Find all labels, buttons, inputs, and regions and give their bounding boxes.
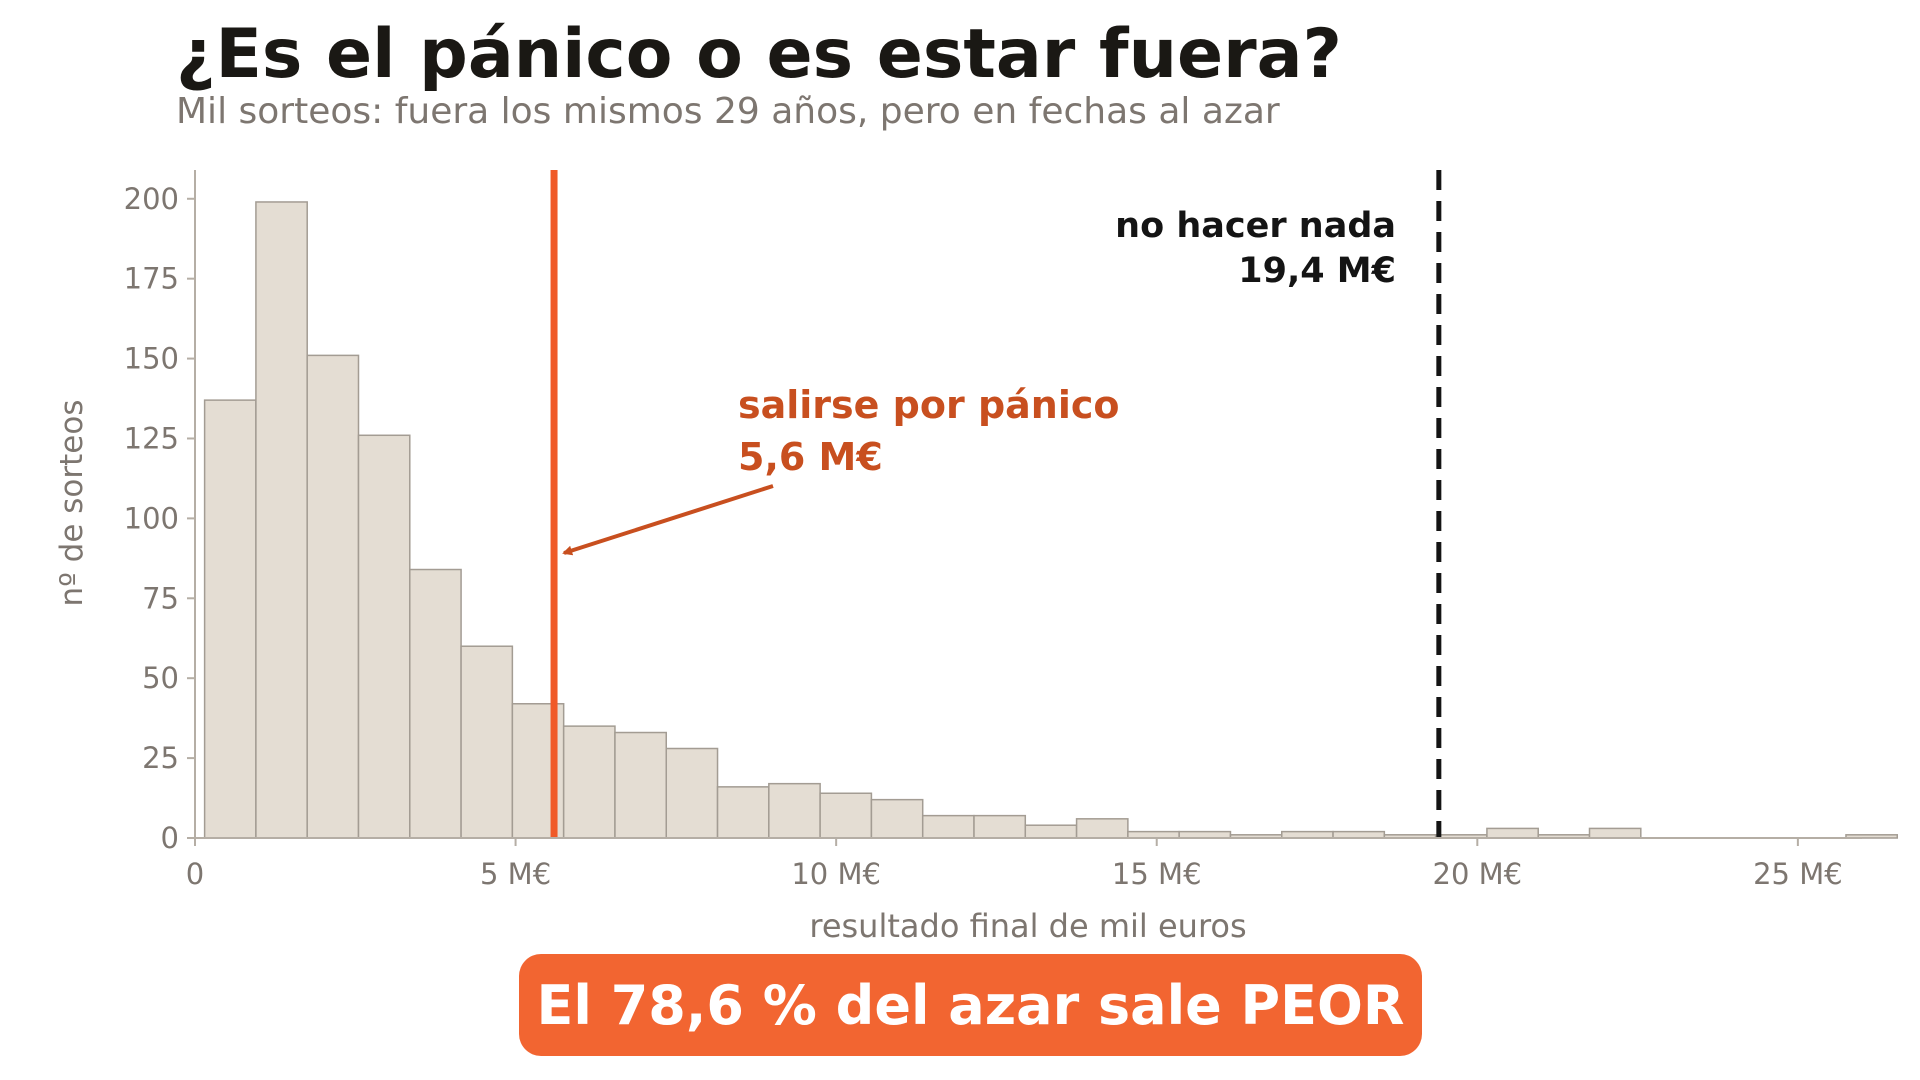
histogram-bar xyxy=(973,814,1027,839)
chart-title: ¿Es el pánico o es estar fuera? xyxy=(176,15,1342,94)
no-action-value: 19,4 M€ xyxy=(1238,251,1396,291)
panic-label: salirse por pánico xyxy=(738,383,1120,427)
y-tick-label: 150 xyxy=(124,342,179,376)
x-tick-label: 25 M€ xyxy=(1753,857,1843,891)
y-axis-label: nº de sorteos xyxy=(54,400,90,607)
x-tick-label: 0 xyxy=(186,857,204,891)
histogram-bar xyxy=(1486,827,1539,839)
histogram-bar xyxy=(665,747,719,839)
histogram-bar xyxy=(1845,834,1899,839)
histogram-bar xyxy=(614,731,667,839)
histogram-bar xyxy=(921,814,975,839)
y-tick-label: 200 xyxy=(124,182,179,216)
y-tick-label: 125 xyxy=(124,421,179,455)
histogram-bar xyxy=(460,645,514,839)
no-action-label: no hacer nada xyxy=(1115,206,1396,246)
x-axis-label: resultado final de mil euros xyxy=(809,907,1246,945)
histogram-bar xyxy=(1588,827,1642,839)
y-tick-label: 0 xyxy=(161,821,179,855)
y-tick-label: 25 xyxy=(142,741,179,775)
x-tick-label: 15 M€ xyxy=(1112,857,1202,891)
histogram-bar xyxy=(203,399,257,839)
histogram-bar xyxy=(768,782,821,839)
x-tick-label: 5 M€ xyxy=(480,857,551,891)
histogram-bar xyxy=(562,725,616,839)
histogram-bar xyxy=(819,792,873,839)
histogram-bar xyxy=(1075,818,1129,839)
chart-subtitle: Mil sorteos: fuera los mismos 29 años, p… xyxy=(176,91,1280,132)
y-tick-label: 175 xyxy=(124,262,179,296)
histogram-bar xyxy=(716,786,770,839)
histogram-bar xyxy=(255,201,308,839)
histogram-bar xyxy=(870,798,924,839)
y-tick-label: 50 xyxy=(142,661,179,695)
histogram-bar xyxy=(409,568,462,839)
histogram-bar xyxy=(1024,824,1078,839)
y-tick-label: 100 xyxy=(124,501,179,535)
x-tick-label: 10 M€ xyxy=(791,857,881,891)
panic-arrow xyxy=(562,484,774,556)
result-banner: El 78,6 % del azar sale PEOR xyxy=(519,954,1422,1056)
panic-value: 5,6 M€ xyxy=(738,435,883,479)
histogram-bar xyxy=(357,434,411,839)
histogram-chart: 0 25 50 75 100 125 150 175 200 0 5 M€ 10 M€ 15 M€ 20 … xyxy=(54,170,1899,945)
x-tick-label: 20 M€ xyxy=(1433,857,1523,891)
y-tick-label: 75 xyxy=(142,581,179,615)
histogram-bar xyxy=(306,354,360,839)
